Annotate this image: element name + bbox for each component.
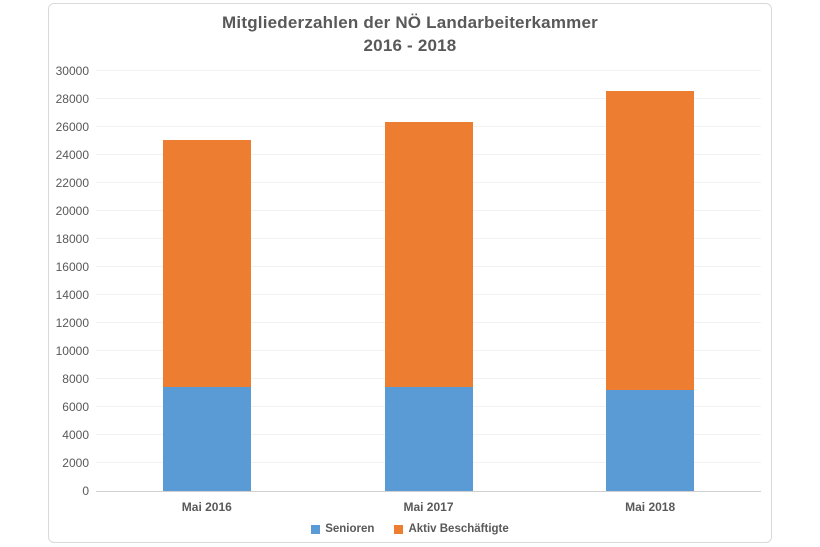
y-axis-tick-label: 2000 [62,456,89,470]
y-axis-tick-label: 28000 [55,92,89,106]
stacked-bar-mai-2016 [162,139,251,491]
chart-title: Mitgliederzahlen der NÖ Landarbeiterkamm… [49,11,771,57]
y-axis-tick-label: 12000 [55,316,89,330]
legend-label: Senioren [325,523,375,535]
y-axis-tick-label: 16000 [55,260,89,274]
legend-swatch-icon [311,524,321,534]
plot-area: 0 2000 4000 6000 8000 10000 12000 14000 16000 180… [56,64,761,514]
y-gridline [96,70,761,71]
chart-title-line2: 2016 - 2018 [363,36,457,55]
y-axis-tick-label: 4000 [62,428,89,442]
y-axis-tick-label: 26000 [55,120,89,134]
legend: Senioren Aktiv Beschäftigte [49,523,771,535]
bar-segment-senioren [384,386,473,491]
bar-segment-aktiv-beschäftigte [162,139,251,387]
stacked-bar-mai-2018 [606,91,695,491]
x-axis-category-label: Mai 2018 [625,500,676,514]
y-axis-tick-label: 30000 [55,64,89,78]
y-axis-tick-label: 24000 [55,148,89,162]
x-axis-category-label: Mai 2016 [181,500,232,514]
bar-segment-senioren [162,386,251,491]
y-axis-tick-label: 8000 [62,372,89,386]
bar-segment-senioren [606,389,695,491]
stacked-bar-mai-2017 [384,122,473,491]
bar-segment-aktiv-beschäftigte [606,91,695,390]
y-axis-tick-label: 14000 [55,288,89,302]
chart-title-line1: Mitgliederzahlen der NÖ Landarbeiterkamm… [222,13,598,32]
legend-swatch-icon [394,524,404,534]
legend-item-aktiv-beschäftigte: Aktiv Beschäftigte [394,523,509,535]
y-axis-tick-label: 18000 [55,232,89,246]
y-axis-tick-label: 0 [82,484,89,498]
y-axis-tick-label: 20000 [55,204,89,218]
y-axis-tick-label: 10000 [55,344,89,358]
y-axis-tick-label: 6000 [62,400,89,414]
y-gridline [96,98,761,99]
legend-label: Aktiv Beschäftigte [408,523,509,535]
legend-item-senioren: Senioren [311,523,374,535]
bar-segment-aktiv-beschäftigte [384,122,473,387]
chart-frame: Mitgliederzahlen der NÖ Landarbeiterkamm… [48,3,772,543]
x-axis-category-label: Mai 2017 [403,500,454,514]
y-axis-tick-label: 22000 [55,176,89,190]
